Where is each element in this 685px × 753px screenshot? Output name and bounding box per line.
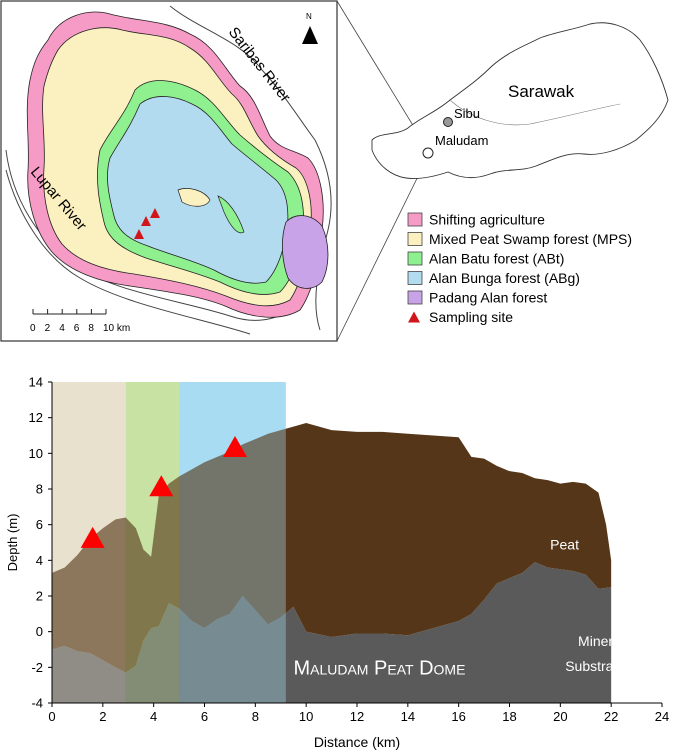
legend-swatch — [407, 290, 423, 305]
abt-strip — [217, 195, 245, 234]
x-axis-label: Distance (km) — [314, 734, 400, 750]
sibu-label: Sibu — [454, 106, 480, 121]
y-tick-label: -4 — [31, 696, 43, 711]
x-tick-label: 0 — [48, 709, 55, 724]
sampling-site-marker — [80, 526, 105, 548]
sampling-site-marker — [223, 435, 247, 457]
scale-tick-label: 8 — [88, 323, 94, 334]
x-tick-label: 10 — [299, 709, 313, 724]
x-tick-label: 16 — [451, 709, 465, 724]
y-tick-label: -2 — [31, 660, 43, 675]
legend-label: Alan Batu forest (ABt) — [429, 251, 564, 267]
legend-swatch — [407, 212, 423, 227]
legend-label: Sampling site — [429, 309, 513, 325]
y-tick-label: 8 — [36, 482, 43, 497]
y-tick-label: 2 — [36, 589, 43, 604]
map-sampling-site — [150, 208, 160, 218]
legend-label: Shifting agriculture — [429, 212, 545, 228]
legend-item: Sampling site — [408, 309, 513, 325]
y-tick-label: 10 — [29, 446, 43, 461]
mineral-annotation-line2: Substratum — [565, 658, 637, 674]
sarawak-internal-boundary — [449, 99, 621, 126]
x-tick-label: 22 — [604, 709, 618, 724]
padang-alan-area — [282, 215, 329, 289]
y-tick-label: 0 — [36, 624, 43, 639]
legend: Shifting agriculture Mixed Peat Swamp for… — [407, 212, 632, 325]
x-tick-label: 2 — [99, 709, 106, 724]
legend-item: Shifting agriculture — [407, 212, 545, 228]
y-tick-label: 4 — [36, 553, 43, 568]
legend-item: Alan Bunga forest (ABg) — [407, 270, 580, 286]
legend-label: Padang Alan forest — [429, 290, 547, 306]
sarawak-label: Sarawak — [508, 82, 575, 101]
legend-swatch — [407, 232, 423, 246]
zoom-connector-bottom — [336, 155, 429, 342]
map-sampling-site — [134, 229, 144, 239]
mps-patch — [177, 188, 211, 207]
x-tick-label: 14 — [401, 709, 415, 724]
map-sampling-site — [141, 216, 151, 226]
legend-item: Padang Alan forest — [407, 290, 547, 306]
y-tick-label: 12 — [29, 410, 43, 425]
legend-item: Mixed Peat Swamp forest (MPS) — [407, 231, 632, 247]
sibu-marker — [443, 117, 453, 127]
inset-sarawak: Sarawak Sibu Maludam — [371, 22, 669, 179]
forest-zone-overlay — [125, 382, 180, 703]
scale-tick-label: 2 — [45, 323, 51, 334]
peat-annotation: Peat — [550, 537, 579, 553]
legend-item: Alan Batu forest (ABt) — [407, 251, 564, 267]
north-label: N — [306, 12, 312, 21]
x-tick-label: 6 — [201, 709, 208, 724]
maludam-label: Maludam — [435, 133, 488, 148]
x-tick-label: 12 — [350, 709, 364, 724]
x-tick-label: 8 — [252, 709, 259, 724]
forest-zone-overlay — [179, 382, 286, 703]
x-tick-label: 4 — [150, 709, 157, 724]
y-axis-label: Depth (m) — [5, 514, 20, 572]
x-tick-label: 20 — [553, 709, 567, 724]
scale-bar: 0 2 4 6 8 10 km — [30, 309, 130, 334]
sarawak-outline — [371, 22, 669, 179]
mineral-substratum-area — [52, 562, 612, 703]
legend-swatch — [407, 251, 423, 266]
legend-swatch — [407, 271, 423, 285]
river-bank-inner — [5, 149, 301, 321]
mineral-annotation-line1: Mineral — [578, 633, 624, 649]
legend-label: Alan Bunga forest (ABg) — [429, 270, 580, 286]
sampling-site-marker — [149, 475, 174, 497]
legend-label: Mixed Peat Swamp forest (MPS) — [429, 231, 632, 247]
scale-tick-label: 10 km — [103, 323, 130, 334]
scale-tick-label: 4 — [59, 323, 65, 334]
maludam-marker — [422, 147, 434, 159]
scale-tick-label: 6 — [74, 323, 80, 334]
north-arrow-icon — [302, 26, 318, 44]
peat-area — [52, 423, 612, 673]
y-tick-label: 6 — [36, 517, 43, 532]
x-tick-label: 24 — [655, 709, 669, 724]
x-tick-label: 18 — [502, 709, 516, 724]
scale-tick-label: 0 — [30, 323, 36, 334]
river-bank-lower — [5, 169, 251, 335]
map-panel: Saribas River Lupar River N 0 2 4 6 8 10 km — [0, 0, 338, 342]
y-tick-label: 14 — [29, 375, 43, 390]
sampling-site-icon — [408, 311, 420, 323]
dome-title-annotation: Maludam Peat Dome — [293, 657, 465, 679]
